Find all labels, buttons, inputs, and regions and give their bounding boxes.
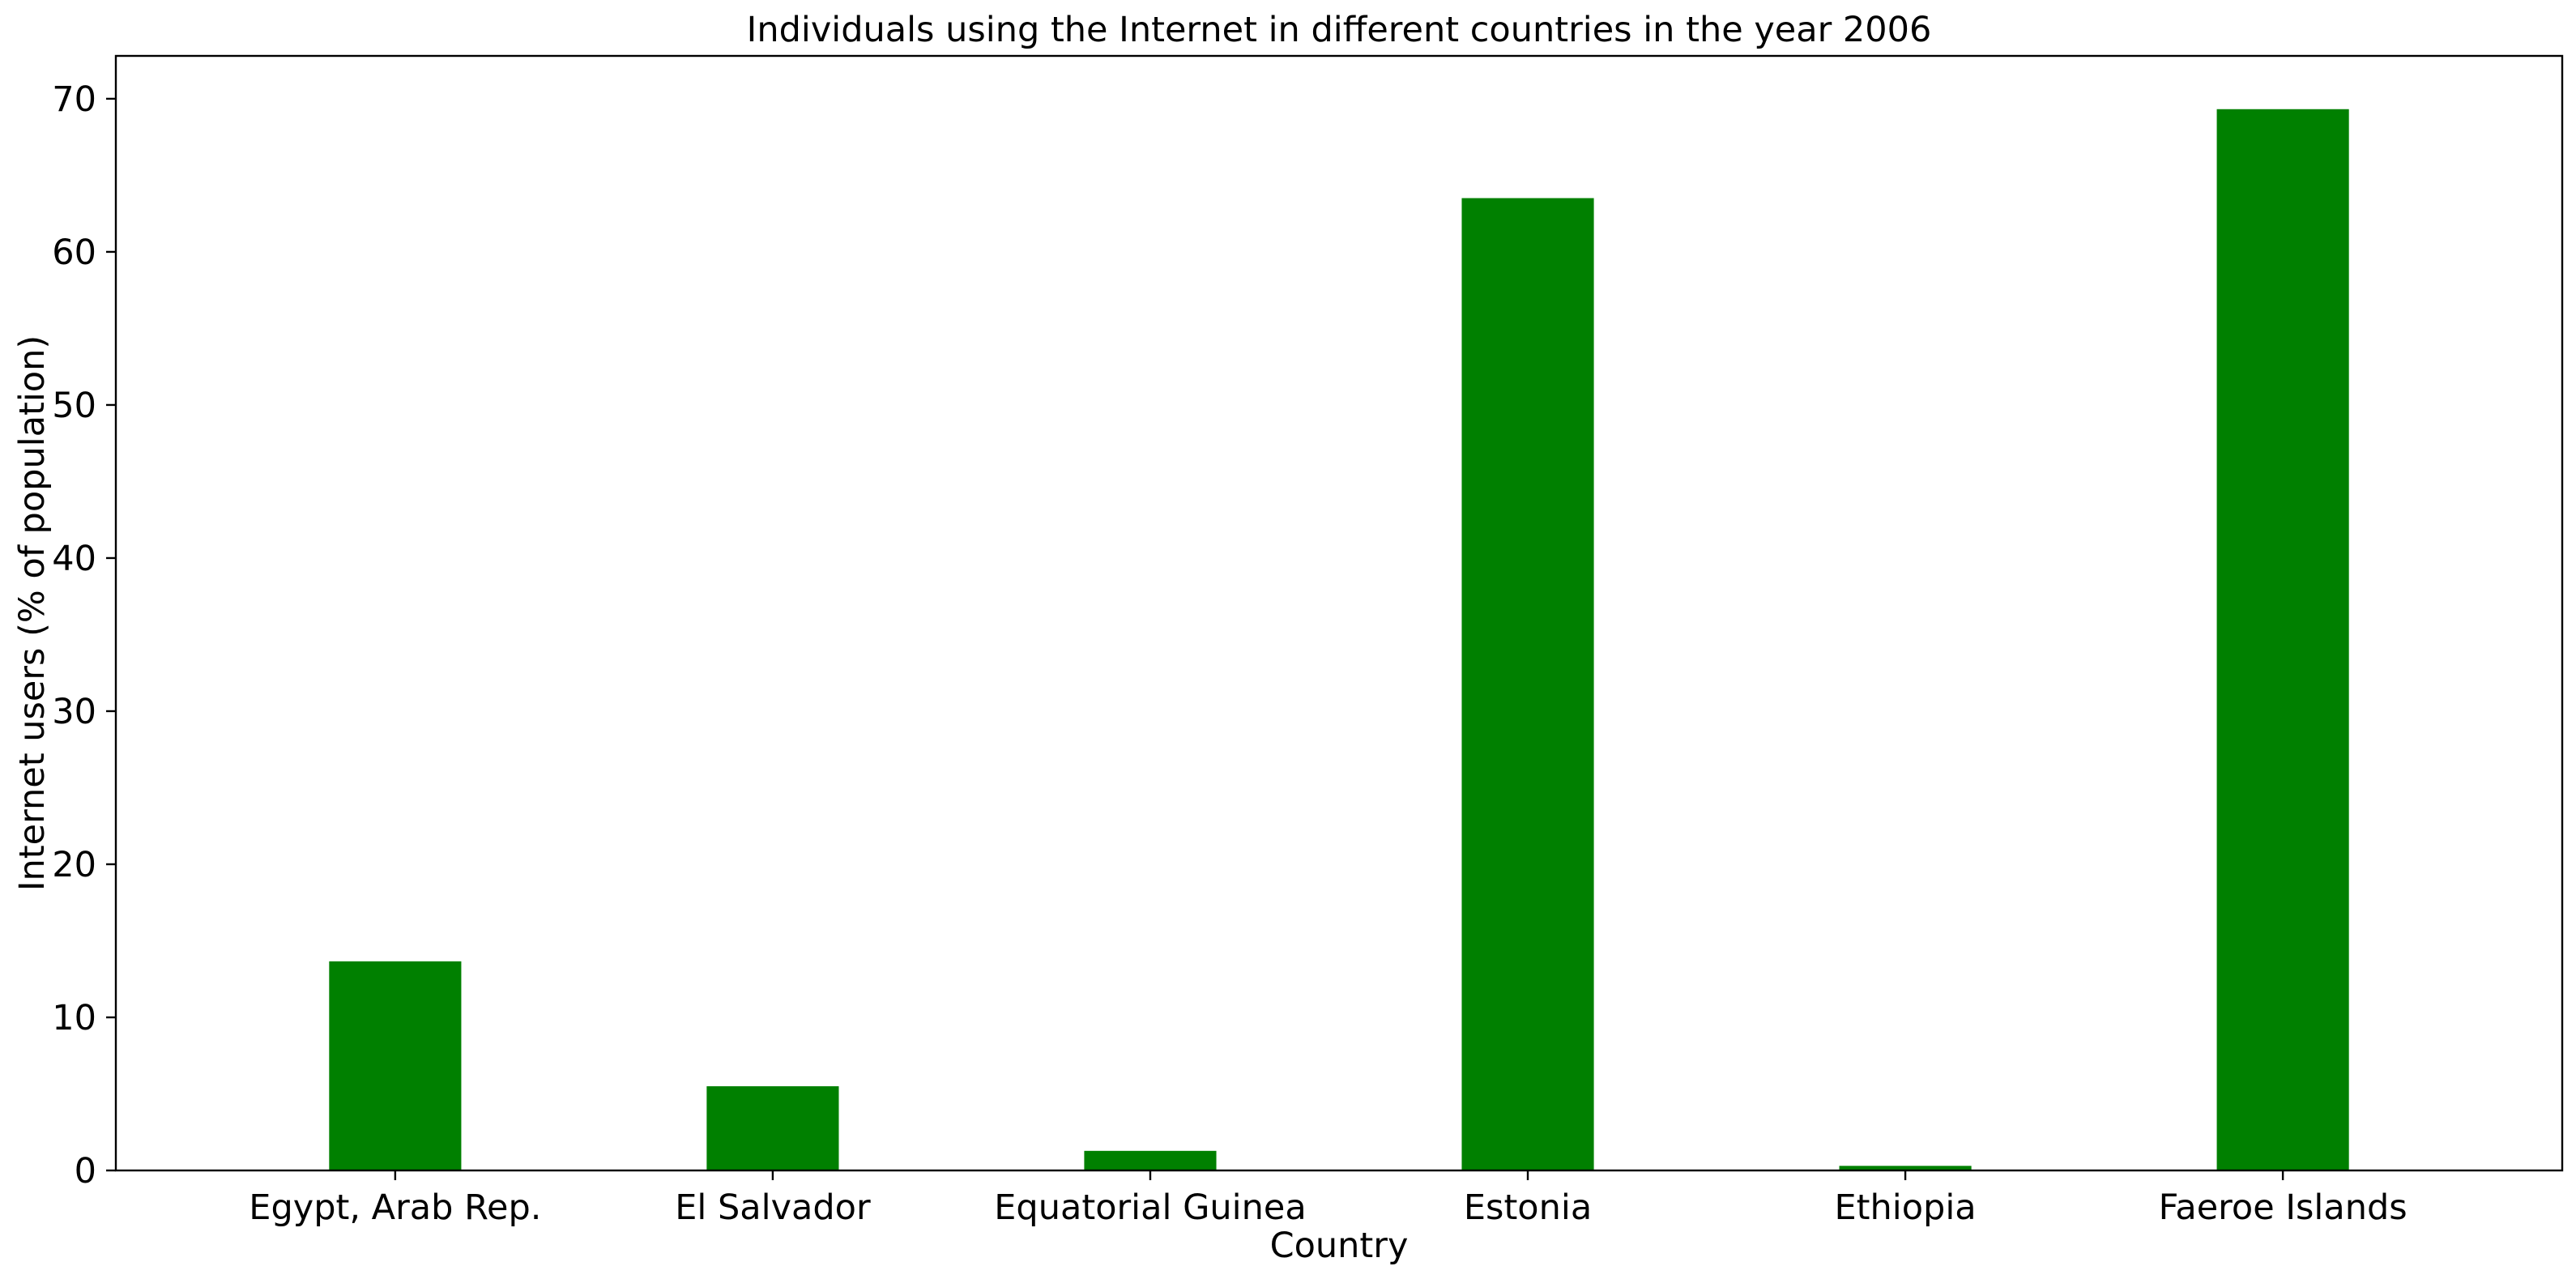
x-tick-label-3: Estonia	[1464, 1187, 1592, 1228]
y-tick-label-7: 70	[52, 79, 96, 120]
y-tick-label-5: 50	[52, 386, 96, 426]
y-tick-label-4: 40	[52, 539, 96, 579]
y-axis: 0 10 20 30 40 50 60 70	[52, 79, 116, 1192]
chart-title: Individuals using the Internet in differ…	[747, 10, 1932, 50]
y-tick-label-3: 30	[52, 692, 96, 732]
x-tick-label-0: Egypt, Arab Rep.	[249, 1187, 541, 1228]
x-axis-label: Country	[1270, 1226, 1409, 1266]
bar-2	[1084, 1150, 1217, 1170]
y-tick-label-6: 60	[52, 232, 96, 273]
plot-frame	[114, 54, 2564, 1172]
x-tick-label-1: El Salvador	[675, 1187, 871, 1228]
bar-0	[329, 961, 462, 1170]
bar-5	[2216, 109, 2349, 1170]
bar-3	[1461, 198, 1594, 1171]
bar-1	[706, 1086, 839, 1170]
x-tick-label-2: Equatorial Guinea	[994, 1187, 1306, 1228]
x-tick-label-4: Ethiopia	[1835, 1187, 1977, 1228]
x-axis: Egypt, Arab Rep. El Salvador Equatorial Gu…	[249, 1170, 2408, 1228]
y-axis-label: Internet users (% of population)	[12, 335, 53, 891]
y-tick-label-0: 0	[75, 1151, 96, 1192]
bars-group	[329, 109, 2349, 1171]
bar-4	[1839, 1166, 1972, 1170]
y-tick-label-1: 10	[52, 998, 96, 1038]
x-tick-label-5: Faeroe Islands	[2159, 1187, 2408, 1228]
y-tick-label-2: 20	[52, 845, 96, 885]
